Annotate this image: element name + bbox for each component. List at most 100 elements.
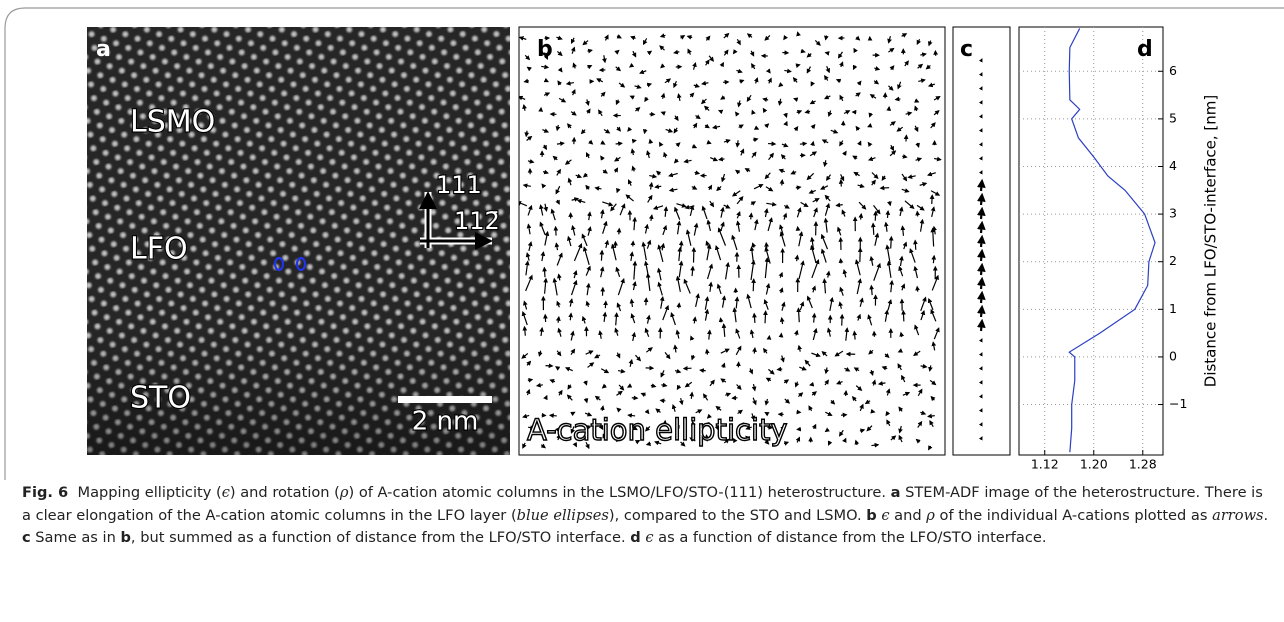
arrow — [692, 61, 697, 70]
arrow — [748, 368, 754, 375]
arrow — [644, 223, 649, 234]
arrow — [598, 330, 603, 339]
arrow — [689, 437, 696, 442]
arrow — [918, 78, 926, 84]
arrow — [764, 439, 770, 445]
arrow — [811, 391, 817, 397]
arrow — [616, 126, 622, 132]
arrow — [753, 184, 764, 190]
arrow — [644, 409, 650, 415]
arrow — [603, 128, 611, 134]
arrow — [978, 100, 983, 105]
arrow — [928, 445, 933, 451]
arrow — [540, 443, 546, 449]
arrow — [526, 66, 532, 72]
arrow — [720, 206, 725, 218]
arrow — [768, 368, 775, 375]
arrow — [904, 200, 915, 210]
arrow — [826, 327, 832, 337]
arrow — [855, 385, 863, 391]
arrow — [675, 329, 681, 339]
arrow — [735, 140, 741, 148]
arrow — [889, 144, 894, 152]
arrow — [632, 425, 638, 431]
arrow — [648, 138, 654, 144]
arrow — [646, 82, 653, 88]
arrow — [659, 295, 665, 309]
arrow — [885, 388, 891, 396]
arrow — [585, 151, 591, 159]
arrow — [570, 279, 578, 296]
arrow — [839, 61, 844, 68]
arrow — [978, 366, 983, 371]
arrow — [764, 241, 770, 249]
arrow — [617, 278, 625, 296]
arrow — [784, 68, 792, 74]
arrow — [557, 273, 562, 281]
arrow — [618, 82, 626, 88]
arrow — [527, 159, 535, 164]
arrow — [695, 293, 700, 307]
arrow — [556, 350, 562, 357]
arrow — [723, 139, 731, 144]
arrow — [526, 360, 532, 366]
arrow — [745, 435, 751, 441]
arrow — [737, 409, 744, 415]
arrow — [689, 92, 695, 98]
arrow — [699, 368, 706, 373]
arrow — [631, 50, 637, 58]
arrow — [587, 362, 595, 368]
arrow — [765, 377, 772, 383]
arrow — [764, 411, 770, 417]
arrow — [871, 179, 876, 186]
arrow — [868, 349, 874, 355]
arrow — [731, 234, 738, 251]
arrow — [866, 425, 873, 432]
arrow — [824, 51, 830, 56]
arrow — [751, 109, 756, 115]
arrow — [852, 330, 858, 340]
arrow — [550, 208, 556, 221]
arrow — [820, 248, 827, 263]
arrow — [810, 123, 816, 130]
arrow — [930, 395, 936, 402]
arrow — [723, 204, 731, 209]
arrow — [824, 367, 829, 375]
arrow — [614, 49, 620, 55]
arrow — [525, 388, 531, 396]
arrow — [519, 95, 526, 101]
caption-run: ) and rotation ( — [229, 484, 340, 501]
arrow — [929, 420, 934, 427]
arrow — [535, 382, 543, 388]
arrow — [806, 52, 812, 58]
arrow — [897, 363, 903, 371]
arrow — [927, 297, 934, 311]
arrow — [676, 220, 682, 235]
arrow — [794, 254, 800, 262]
arrow — [887, 35, 892, 44]
caption-run: a — [890, 484, 901, 501]
arrow — [619, 203, 626, 216]
arrow — [646, 239, 652, 249]
arrow — [751, 278, 756, 292]
arrow — [691, 143, 698, 149]
arrow — [539, 326, 544, 337]
arrow — [665, 128, 674, 133]
arrow — [542, 128, 550, 133]
arrow — [914, 324, 920, 336]
arrow — [888, 47, 895, 53]
arrow — [856, 278, 862, 295]
arrow — [594, 395, 601, 401]
caption-run: ϵ — [221, 484, 230, 501]
arrow — [627, 126, 633, 132]
arrow — [644, 426, 651, 432]
arrow — [978, 114, 983, 119]
arrow — [874, 232, 880, 246]
arrow — [976, 318, 986, 332]
arrow — [783, 204, 790, 209]
arrow — [654, 184, 662, 189]
arrow — [587, 226, 592, 236]
panel-label: d — [1137, 37, 1153, 62]
arrow — [902, 154, 908, 159]
caption-run: c — [22, 529, 31, 546]
